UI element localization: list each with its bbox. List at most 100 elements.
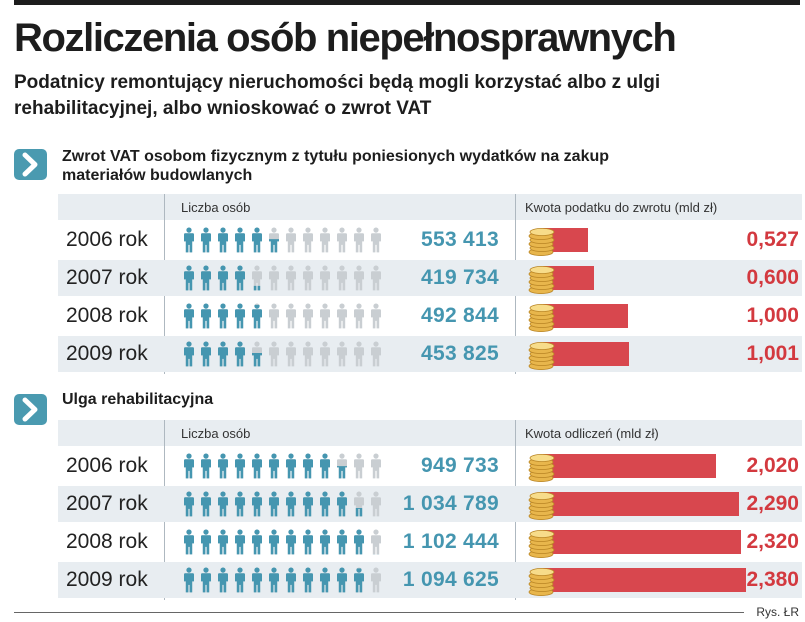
- rehab-relief-table: Liczba osób Kwota odliczeń (mld zł) 2006…: [0, 420, 805, 602]
- rehab-relief-header: Liczba osób Kwota odliczeń (mld zł): [58, 420, 802, 446]
- year-label: 2008 rok: [66, 530, 148, 553]
- table-row: 2008 rok 492 844 1,000: [58, 298, 802, 334]
- person-icon-filled: [184, 529, 194, 555]
- person-icon-filled: [201, 341, 211, 367]
- year-label: 2009 rok: [66, 568, 148, 591]
- people-pictogram: [183, 491, 383, 517]
- amount-value: 1,000: [746, 304, 799, 327]
- people-count: 1 094 625: [402, 568, 499, 591]
- person-icon-empty: [303, 227, 313, 253]
- person-icon-filled: [235, 227, 245, 253]
- person-icon-filled: [184, 265, 194, 291]
- coin-stack-icon: [528, 568, 555, 596]
- person-icon-filled: [218, 529, 228, 555]
- person-icon-partial: [354, 567, 364, 593]
- person-icon-filled: [235, 265, 245, 291]
- amount-value: 2,020: [746, 454, 799, 477]
- person-icon-filled: [303, 567, 313, 593]
- person-icon-empty: [337, 341, 347, 367]
- person-icon-filled: [269, 491, 279, 517]
- person-icon-empty: [320, 303, 330, 329]
- person-icon-filled: [184, 453, 194, 479]
- person-icon-empty: [371, 567, 381, 593]
- person-icon-filled: [252, 529, 262, 555]
- person-icon-filled: [337, 567, 347, 593]
- amount-value: 2,320: [746, 530, 799, 553]
- person-icon-partial: [371, 529, 381, 555]
- person-icon-empty: [286, 341, 296, 367]
- people-count: 1 102 444: [402, 530, 499, 553]
- table-row: 2007 rok 419 734 0,600: [58, 260, 802, 296]
- col-people-label: Liczba osób: [181, 426, 251, 441]
- amount-value: 0,600: [746, 266, 799, 289]
- person-icon-empty: [354, 453, 364, 479]
- person-icon-empty: [320, 341, 330, 367]
- people-count: 453 825: [420, 342, 499, 365]
- people-pictogram: [183, 567, 383, 593]
- amount-bar: [543, 304, 629, 328]
- person-icon-partial: [354, 491, 364, 517]
- person-icon-empty: [337, 227, 347, 253]
- person-icon-empty: [320, 227, 330, 253]
- section-1-title: Zwrot VAT osobom fizycznym z tytułu poni…: [62, 148, 610, 184]
- person-icon-empty: [371, 227, 381, 253]
- person-icon-empty: [371, 491, 381, 517]
- person-icon-filled: [201, 491, 211, 517]
- person-icon-partial: [337, 453, 347, 479]
- person-icon-filled: [201, 303, 211, 329]
- col-people-label: Liczba osób: [181, 200, 251, 215]
- footer-rule: [14, 612, 744, 613]
- person-icon-empty: [354, 341, 364, 367]
- table-row: 2009 rok 453 825 1,001: [58, 336, 802, 372]
- coin-stack-icon: [528, 304, 555, 332]
- person-icon-filled: [184, 491, 194, 517]
- person-icon-filled: [184, 227, 194, 253]
- person-icon-filled: [303, 529, 313, 555]
- person-icon-empty: [303, 265, 313, 291]
- person-icon-empty: [337, 303, 347, 329]
- amount-value: 0,527: [746, 228, 799, 251]
- person-icon-filled: [252, 491, 262, 517]
- person-icon-empty: [354, 303, 364, 329]
- person-icon-filled: [286, 567, 296, 593]
- year-label: 2007 rok: [66, 266, 148, 289]
- vat-refund-header: Liczba osób Kwota podatku do zwrotu (mld…: [58, 194, 802, 220]
- person-icon-filled: [184, 303, 194, 329]
- person-icon-empty: [354, 265, 364, 291]
- person-icon-filled: [201, 567, 211, 593]
- person-icon-empty: [371, 265, 381, 291]
- vat-refund-table: Liczba osób Kwota podatku do zwrotu (mld…: [0, 194, 805, 376]
- people-count: 419 734: [420, 266, 499, 289]
- person-icon-filled: [337, 529, 347, 555]
- amount-value: 1,001: [746, 342, 799, 365]
- year-label: 2009 rok: [66, 342, 148, 365]
- person-icon-empty: [303, 303, 313, 329]
- coin-stack-icon: [528, 454, 555, 482]
- page-title: Rozliczenia osób niepełnosprawnych: [14, 16, 677, 60]
- person-icon-filled: [320, 453, 330, 479]
- person-icon-empty: [337, 265, 347, 291]
- people-pictogram: [183, 341, 383, 367]
- person-icon-filled: [252, 453, 262, 479]
- person-icon-filled: [320, 491, 330, 517]
- person-icon-empty: [303, 341, 313, 367]
- year-label: 2006 rok: [66, 228, 148, 251]
- amount-bar: [543, 492, 739, 516]
- amount-bar: [543, 568, 747, 592]
- people-count: 1 034 789: [402, 492, 499, 515]
- person-icon-empty: [286, 227, 296, 253]
- person-icon-partial: [252, 341, 262, 367]
- people-count: 949 733: [420, 454, 499, 477]
- person-icon-empty: [286, 265, 296, 291]
- people-pictogram: [183, 265, 383, 291]
- person-icon-filled: [218, 265, 228, 291]
- people-pictogram: [183, 303, 383, 329]
- person-icon-filled: [218, 453, 228, 479]
- person-icon-empty: [354, 227, 364, 253]
- person-icon-filled: [201, 529, 211, 555]
- person-icon-filled: [337, 491, 347, 517]
- people-pictogram: [183, 227, 383, 253]
- credit: Rys. ŁR: [756, 605, 799, 619]
- person-icon-filled: [218, 303, 228, 329]
- amount-bar: [543, 530, 742, 554]
